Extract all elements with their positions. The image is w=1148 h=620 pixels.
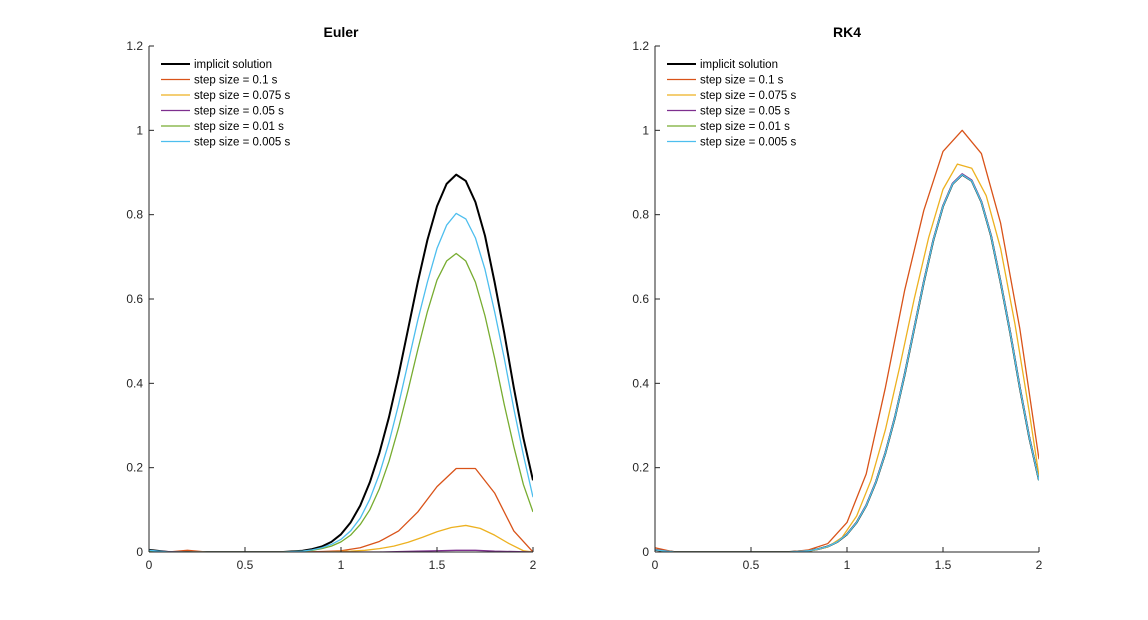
rk4-x-tick-label: 2 — [1036, 558, 1043, 572]
euler-chart-title: Euler — [323, 24, 359, 40]
rk4-legend: implicit solution step size = 0.1 s step s… — [667, 59, 796, 149]
rk4-legend-label-0: implicit solution — [700, 59, 778, 71]
rk4-x-tick-label: 0 — [652, 558, 659, 572]
euler-y-tick-label: 0.6 — [126, 292, 143, 306]
rk4-series-line-5 — [655, 173, 1039, 552]
rk4-y-tick-label: 0.4 — [632, 376, 649, 390]
euler-y-tick-label: 1 — [136, 123, 143, 137]
euler-legend-label-4: step size = 0.01 s — [194, 121, 284, 133]
euler-y-tick-label: 0 — [136, 545, 143, 559]
euler-legend-label-5: step size = 0.005 s — [194, 137, 290, 149]
euler-legend-label-3: step size = 0.05 s — [194, 106, 284, 118]
euler-legend: implicit solution step size = 0.1 s step s… — [161, 59, 290, 149]
rk4-legend-label-5: step size = 0.005 s — [700, 137, 796, 149]
rk4-y-tick-label: 0 — [642, 545, 649, 559]
rk4-y-tick-label: 0.8 — [632, 208, 649, 222]
euler-legend-label-2: step size = 0.075 s — [194, 90, 290, 102]
euler-x-tick-label: 0 — [146, 558, 153, 572]
rk4-legend-label-4: step size = 0.01 s — [700, 121, 790, 133]
euler-x-tick-label: 0.5 — [237, 558, 254, 572]
rk4-series-line-3 — [655, 173, 1039, 552]
euler-x-tick-label: 1.5 — [429, 558, 446, 572]
euler-y-tick-label: 0.8 — [126, 208, 143, 222]
euler-series-line-5 — [149, 212, 533, 552]
rk4-x-tick-label: 1.5 — [935, 558, 952, 572]
euler-y-tick-label: 1.2 — [126, 39, 143, 53]
rk4-series-lines — [655, 129, 1039, 552]
euler-x-tick-label: 1 — [338, 558, 345, 572]
rk4-series-line-1 — [655, 129, 1039, 552]
euler-legend-label-1: step size = 0.1 s — [194, 75, 278, 87]
rk4-y-tick-label: 1.2 — [632, 39, 649, 53]
rk4-y-tick-label: 0.2 — [632, 461, 649, 475]
rk4-y-tick-label: 0.6 — [632, 292, 649, 306]
euler-y-tick-label: 0.4 — [126, 376, 143, 390]
euler-x-tick-label: 2 — [530, 558, 537, 572]
rk4-series-line-2 — [655, 163, 1039, 552]
euler-series-line-0 — [149, 173, 533, 552]
rk4-y-tick-label: 1 — [642, 123, 649, 137]
rk4-legend-label-1: step size = 0.1 s — [700, 75, 784, 87]
rk4-chart-title: RK4 — [833, 24, 861, 40]
rk4-x-tick-label: 1 — [844, 558, 851, 572]
euler-series-line-4 — [149, 252, 533, 552]
rk4-legend-label-3: step size = 0.05 s — [700, 106, 790, 118]
rk4-series-line-0 — [655, 173, 1039, 552]
rk4-chart: RK4 0 0.2 0.4 0.6 0.8 1 1.2 0 0.5 1 1.5 2 implicit s… — [632, 24, 1042, 572]
rk4-series-line-4 — [655, 173, 1039, 552]
euler-chart: Euler 0 0.2 0.4 0.6 0.8 1 1.2 0 0.5 1 1.5 2 implicit… — [126, 24, 536, 572]
rk4-legend-label-2: step size = 0.075 s — [700, 90, 796, 102]
euler-legend-label-0: implicit solution — [194, 59, 272, 71]
euler-series-lines — [149, 173, 533, 552]
euler-y-tick-label: 0.2 — [126, 461, 143, 475]
rk4-x-tick-label: 0.5 — [743, 558, 760, 572]
